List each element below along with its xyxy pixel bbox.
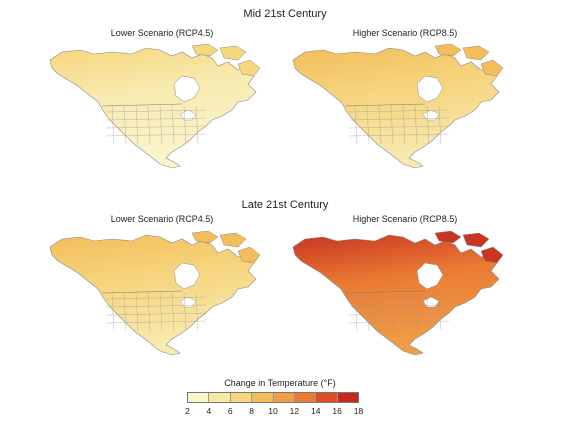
hudson-bay-shape <box>173 262 201 290</box>
legend-ticks: 2 4 6 8 10 12 14 16 18 <box>182 406 364 418</box>
arctic-island-shape <box>237 59 261 77</box>
legend-swatch <box>316 393 338 402</box>
us-canada-border <box>101 290 183 294</box>
legend-tick-label: 16 <box>332 406 342 416</box>
panel-title-late-low: Lower Scenario (RCP4.5) <box>110 214 214 224</box>
great-lakes-shape <box>179 296 197 308</box>
state-borders <box>105 105 207 145</box>
arctic-island-shape <box>434 230 462 244</box>
panel-title-mid-low: Lower Scenario (RCP4.5) <box>110 28 214 38</box>
north-america-map <box>49 43 261 169</box>
arctic-island-shape <box>480 59 504 77</box>
legend-tick-label: 10 <box>268 406 278 416</box>
legend-tick-label: 12 <box>289 406 300 416</box>
great-lakes-shape <box>422 109 440 121</box>
panel-title-mid-high: Higher Scenario (RCP8.5) <box>352 28 458 38</box>
state-borders <box>348 105 450 145</box>
us-canada-border <box>344 103 426 107</box>
legend-tick-label: 18 <box>353 406 364 416</box>
us-canada-border <box>344 290 426 294</box>
arctic-island-shape <box>237 246 261 264</box>
north-america-map <box>292 43 504 169</box>
arctic-island-shape <box>219 45 247 61</box>
state-borders <box>348 292 450 332</box>
continent-shape <box>292 234 500 356</box>
legend-swatch <box>252 393 274 402</box>
legend-tick-label: 14 <box>311 406 321 416</box>
hudson-bay-shape <box>416 262 444 290</box>
great-lakes-shape <box>179 109 197 121</box>
continent-shape <box>49 47 257 169</box>
arctic-island-shape <box>191 43 219 57</box>
north-america-map <box>49 230 261 356</box>
legend-swatch <box>337 393 358 402</box>
state-borders <box>105 292 207 332</box>
legend-tick-label: 2 <box>185 406 190 416</box>
us-canada-border <box>101 103 183 107</box>
great-lakes-shape <box>422 296 440 308</box>
legend-swatch <box>273 393 295 402</box>
continent-shape <box>49 234 257 356</box>
map-mid-high <box>285 40 525 170</box>
legend-swatch <box>294 393 317 402</box>
legend-swatch <box>209 393 231 402</box>
arctic-island-shape <box>480 246 504 264</box>
continent-shape <box>292 47 500 169</box>
legend-swatch <box>230 393 253 402</box>
legend-tick-label: 4 <box>206 406 212 416</box>
map-late-low <box>42 227 282 357</box>
arctic-island-shape <box>462 232 490 248</box>
arctic-island-shape <box>462 45 490 61</box>
hudson-bay-shape <box>173 75 201 103</box>
map-late-high <box>285 227 525 357</box>
north-america-map <box>292 230 504 356</box>
map-mid-low <box>42 40 282 170</box>
legend-tick-label: 8 <box>249 406 254 416</box>
arctic-island-shape <box>434 43 462 57</box>
hudson-bay-shape <box>416 75 444 103</box>
arctic-island-shape <box>191 230 219 244</box>
section-title-mid: Mid 21st Century <box>243 8 327 20</box>
arctic-island-shape <box>219 232 247 248</box>
legend-color-bar <box>187 392 359 403</box>
legend-swatch <box>188 393 210 402</box>
legend-tick-label: 6 <box>227 406 233 416</box>
panel-title-late-high: Higher Scenario (RCP8.5) <box>352 214 458 224</box>
section-title-late: Late 21st Century <box>241 199 329 211</box>
legend-title: Change in Temperature (°F) <box>224 378 336 388</box>
